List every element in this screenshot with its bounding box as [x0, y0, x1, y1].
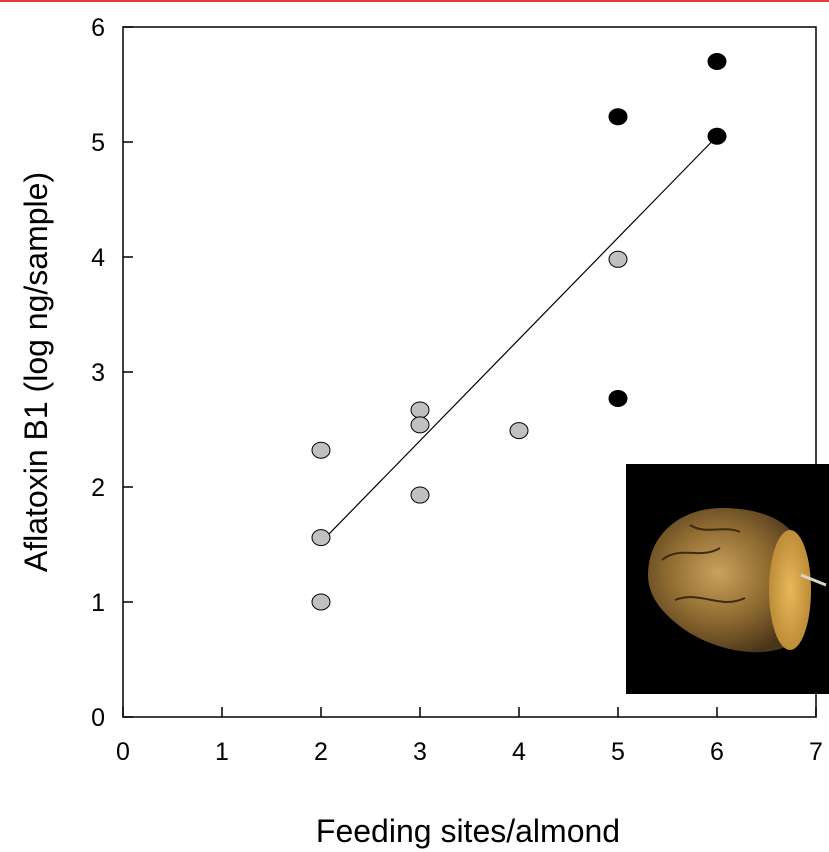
data-point: [311, 441, 331, 459]
x-tick-label: 0: [116, 738, 130, 766]
data-point: [410, 401, 430, 419]
data-point: [707, 127, 727, 145]
y-tick-label: 6: [91, 14, 105, 42]
data-point: [311, 593, 331, 611]
data-point: [311, 529, 331, 547]
x-tick-label: 3: [413, 738, 427, 766]
data-point: [608, 108, 628, 126]
data-point: [410, 416, 430, 434]
x-axis-ticks: 0 1 2 3 4 5 6 7: [116, 707, 823, 766]
y-tick-label: 0: [91, 704, 105, 732]
data-point: [608, 389, 628, 407]
y-axis-ticks: 0 1 2 3 4 5 6: [91, 14, 133, 732]
data-point: [608, 250, 628, 268]
trend-line: [320, 135, 718, 543]
y-tick-label: 3: [91, 359, 105, 387]
data-point: [410, 486, 430, 504]
x-axis-title: Feeding sites/almond: [316, 813, 620, 849]
x-tick-label: 2: [314, 738, 328, 766]
top-rule: [0, 0, 829, 2]
y-tick-label: 2: [91, 474, 105, 502]
y-tick-label: 5: [91, 129, 105, 157]
almond-photo: [626, 464, 829, 694]
y-tick-label: 4: [91, 244, 105, 272]
x-tick-label: 7: [809, 738, 823, 766]
data-point: [707, 53, 727, 70]
data-points: [311, 53, 727, 611]
x-tick-label: 1: [215, 738, 229, 766]
y-axis-title: Aflatoxin B1 (log ng/sample): [18, 172, 54, 572]
x-tick-label: 4: [512, 738, 526, 766]
y-tick-label: 1: [91, 589, 105, 617]
x-tick-label: 6: [710, 738, 724, 766]
x-tick-label: 5: [611, 738, 625, 766]
data-point: [509, 422, 529, 440]
